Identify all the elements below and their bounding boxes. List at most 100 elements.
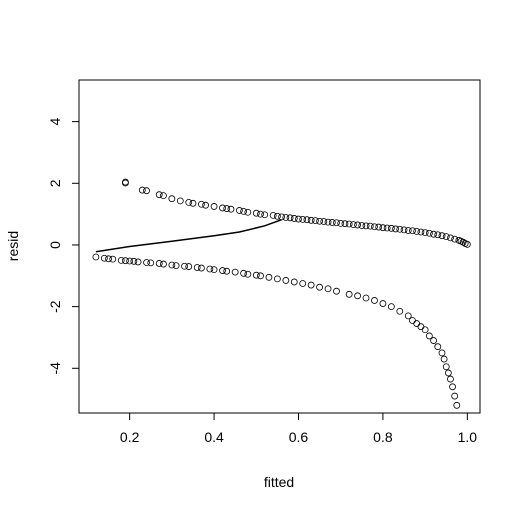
data-point [168,195,176,203]
data-point [155,191,163,199]
data-point [286,214,294,222]
data-point [227,205,235,213]
data-point [138,186,146,194]
plot-frame [78,79,481,414]
data-point [282,277,290,284]
data-point [231,268,239,276]
data-point [235,207,243,214]
data-point [358,222,366,229]
data-point [257,272,264,280]
x-tick-label: 0.2 [120,429,140,445]
data-point [396,225,404,233]
y-axis: -4 -2 0 2 4 [47,118,79,375]
data-point [273,212,281,220]
data-point [430,337,437,344]
data-point [438,232,446,240]
data-point [320,218,328,225]
data-point [463,240,471,248]
data-point [425,332,433,340]
data-point [440,355,448,363]
smooth-line [95,218,282,253]
data-point [362,294,370,302]
data-point [328,219,336,226]
data-point [160,192,167,200]
data-point [421,229,429,237]
data-point [219,267,226,274]
data-point [417,323,425,331]
scatter-points [92,178,471,409]
data-point [244,270,252,278]
data-point [438,349,446,357]
data-point [337,219,345,227]
data-point [126,257,134,265]
data-point [451,235,459,243]
y-tick-label: 0 [47,241,63,249]
data-point [354,292,361,300]
data-point [193,264,201,271]
data-point [244,208,252,216]
data-point [371,223,378,231]
data-point [252,271,260,279]
data-point [210,203,218,210]
data-point [198,264,205,272]
data-point [307,281,315,289]
data-point [375,223,383,231]
data-point [198,200,205,208]
data-point [206,265,214,273]
data-point [122,179,129,187]
data-point [447,234,454,242]
data-point [219,204,226,212]
x-tick-label: 0.6 [289,429,309,445]
data-point [345,220,353,228]
data-point [168,261,176,269]
data-point [311,217,319,225]
data-point [278,213,286,221]
y-tick-label: 4 [47,118,63,126]
data-point [290,278,298,286]
data-point [447,375,454,383]
data-point [223,205,231,212]
data-point [333,287,340,295]
data-point [341,220,349,228]
data-point [143,187,150,195]
data-point [404,227,412,234]
data-point [92,253,100,261]
data-point [261,211,269,219]
data-point [442,233,450,241]
data-point [345,290,353,298]
data-point [160,260,167,268]
data-point [449,383,456,391]
data-point [202,201,210,209]
data-point [299,280,307,287]
data-point [290,215,298,222]
data-point [273,275,281,283]
data-point [185,263,193,270]
data-point [333,219,340,227]
data-point [409,317,416,324]
data-point [181,262,188,270]
data-point [417,228,425,236]
x-tick-label: 0.4 [204,429,224,445]
y-tick-label: 2 [47,179,63,187]
data-point [282,214,290,221]
x-tick-label: 1.0 [458,429,478,445]
y-tick-label: -4 [47,362,63,375]
data-point [117,256,125,264]
x-axis: 0.2 0.4 0.6 0.8 1.0 [120,413,477,445]
data-point [387,224,395,232]
data-point [252,209,260,217]
data-point [413,320,421,327]
data-point [176,197,184,205]
data-point [383,224,391,232]
data-point [134,258,142,266]
data-point [316,283,324,291]
data-point [223,267,231,275]
data-point [269,211,277,219]
data-point [434,343,442,351]
data-point [100,254,108,262]
data-point [392,225,399,233]
data-point [396,307,404,315]
data-point [349,221,357,229]
data-point [430,230,437,238]
